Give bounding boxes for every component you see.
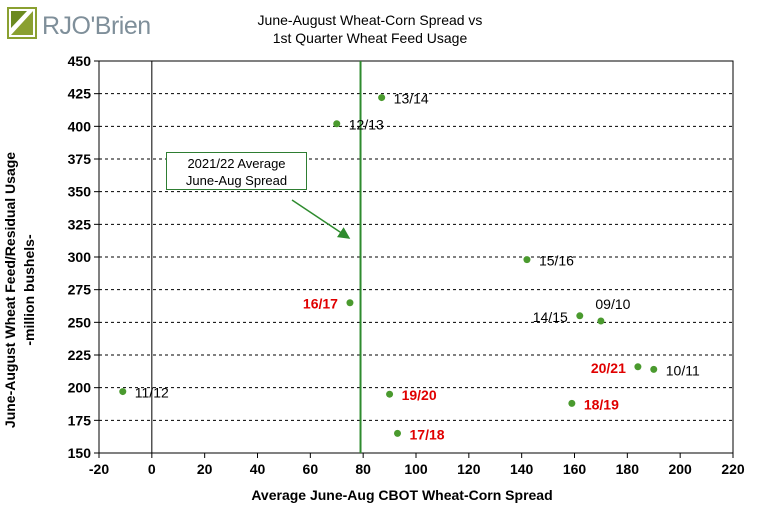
point-label: 14/15	[533, 309, 568, 325]
y-tick-label: 250	[68, 314, 92, 330]
y-tick-label: 150	[68, 445, 92, 461]
rjo-brien-logo-mark-icon	[7, 7, 37, 39]
x-axis-label: Average June-Aug CBOT Wheat-Corn Spread	[251, 487, 553, 503]
data-point	[523, 256, 531, 264]
chart-title: June-August Wheat-Corn Spread vs	[257, 12, 483, 28]
point-label: 18/19	[584, 396, 619, 412]
x-tick-label: 40	[250, 461, 266, 477]
x-tick-label: -20	[89, 461, 109, 477]
data-point	[346, 299, 354, 307]
data-point	[568, 399, 576, 407]
x-tick-label: 20	[197, 461, 213, 477]
data-point	[634, 363, 642, 371]
callout-line2: June-Aug Spread	[185, 173, 288, 188]
data-point	[576, 312, 584, 320]
callout-box: 2021/22 Average June-Aug Spread	[166, 152, 307, 190]
y-tick-label: 275	[68, 282, 92, 298]
data-point	[378, 94, 386, 102]
point-label: 19/20	[402, 387, 437, 403]
y-tick-label: 350	[68, 184, 92, 200]
y-tick-label: 375	[68, 151, 92, 167]
y-tick-label: 325	[68, 216, 92, 232]
x-tick-label: 200	[668, 461, 692, 477]
point-label: 20/21	[591, 360, 626, 376]
x-tick-label: 180	[616, 461, 640, 477]
y-tick-label: 225	[68, 347, 92, 363]
y-tick-label: 450	[68, 53, 92, 69]
x-tick-label: 100	[404, 461, 428, 477]
y-tick-label: 200	[68, 380, 92, 396]
data-point	[333, 120, 341, 128]
x-tick-label: 0	[148, 461, 156, 477]
y-axis-label-line2: -million bushels-	[21, 234, 37, 346]
x-tick-label: 120	[457, 461, 481, 477]
point-label: 12/13	[349, 117, 384, 133]
x-tick-label: 160	[563, 461, 587, 477]
point-label: 10/11	[666, 362, 700, 378]
x-tick-label: 140	[510, 461, 534, 477]
x-tick-label: 220	[721, 461, 745, 477]
rjo-brien-logo: RJO'Brien	[6, 6, 166, 46]
point-label: 16/17	[303, 296, 338, 312]
data-point	[597, 317, 605, 325]
point-label: 09/10	[595, 296, 630, 312]
data-point	[394, 429, 402, 437]
x-tick-label: 80	[355, 461, 371, 477]
data-point	[650, 365, 658, 373]
data-point	[119, 388, 127, 396]
y-tick-label: 425	[68, 86, 92, 102]
point-label: 13/14	[394, 91, 429, 107]
y-tick-label: 300	[68, 249, 92, 265]
y-tick-label: 400	[68, 118, 92, 134]
x-tick-label: 60	[303, 461, 319, 477]
y-axis-label-line1: June-August Wheat Feed/Residual Usage	[2, 151, 18, 429]
point-label: 11/12	[135, 385, 169, 401]
chart-subtitle: 1st Quarter Wheat Feed Usage	[272, 30, 468, 46]
data-point	[386, 390, 394, 398]
point-label: 17/18	[410, 426, 445, 442]
callout-line1: 2021/22 Average	[187, 156, 286, 171]
callout-arrow	[291, 199, 351, 239]
point-label: 15/16	[539, 253, 574, 269]
y-tick-label: 175	[68, 412, 92, 428]
logo-text: RJO'Brien	[42, 12, 151, 40]
